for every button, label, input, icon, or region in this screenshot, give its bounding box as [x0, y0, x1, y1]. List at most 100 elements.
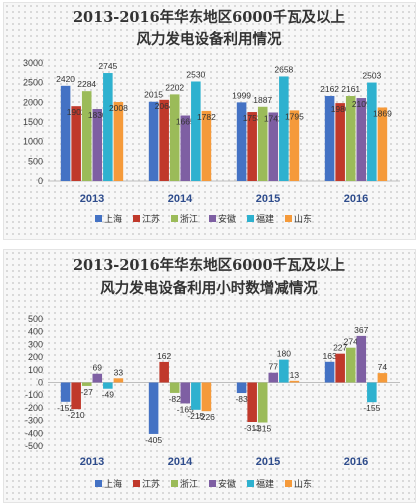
chart-title-line-1: 2013-2016年华东地区6000千瓦及以上 — [73, 256, 346, 274]
bar-安徽-2016 — [356, 335, 367, 383]
data-label: 1999 — [232, 90, 251, 100]
data-label: 2530 — [186, 69, 205, 79]
data-label: 1795 — [285, 111, 304, 121]
legend-swatch — [209, 215, 216, 222]
data-label: -405 — [145, 435, 162, 445]
data-label: 1753 — [243, 113, 262, 123]
data-label: 2162 — [320, 84, 339, 94]
data-label: -311 — [244, 423, 261, 433]
x-category-label: 2014 — [168, 456, 193, 468]
legend-label: 福建 — [256, 478, 274, 489]
y-tick-label: -200 — [25, 403, 43, 413]
legend-swatch — [209, 480, 216, 487]
y-tick-label: 2000 — [23, 97, 43, 107]
bar-福建-2014 — [191, 382, 201, 410]
bar-山东-2016 — [377, 373, 388, 383]
chart-title-line-1: 2013-2016年华东地区6000千瓦及以上 — [73, 8, 346, 26]
bar-福建-2015 — [279, 359, 289, 383]
data-label: -165 — [177, 404, 194, 414]
legend-label: 山东 — [294, 478, 312, 489]
data-label: 2109 — [352, 99, 371, 109]
data-label: 1902 — [67, 107, 86, 117]
data-label: -152 — [57, 403, 74, 413]
data-label: 2202 — [165, 82, 184, 92]
bar-上海-2014 — [148, 101, 159, 181]
y-tick-label: 500 — [28, 314, 43, 324]
data-label: 2420 — [56, 74, 75, 84]
bar-山东-2015 — [289, 380, 300, 383]
bar-福建-2016 — [367, 382, 377, 403]
chart-title-line-2: 风力发电设备利用小时数增减情况 — [100, 279, 318, 297]
data-label: 2008 — [109, 103, 128, 113]
bar-福建-2015 — [279, 76, 289, 181]
data-label: 227 — [333, 343, 347, 353]
change-chart-panel: 2013-2016年华东地区6000千瓦及以上 风力发电设备利用小时数增减情况 50… — [3, 249, 416, 503]
bar-上海-2016 — [324, 95, 335, 181]
data-label: 2161 — [341, 84, 360, 94]
data-label: -82 — [169, 394, 182, 404]
y-tick-label: 0 — [38, 176, 43, 186]
legend-swatch — [95, 215, 102, 222]
legend-swatch — [247, 215, 254, 222]
bar-山东-2013 — [113, 378, 124, 383]
bar-浙江-2016 — [345, 347, 356, 383]
data-label: 162 — [157, 351, 171, 361]
bar-浙江-2013 — [81, 382, 92, 386]
data-label: -49 — [102, 390, 115, 400]
bar-浙江-2013 — [81, 91, 92, 181]
bar-上海-2014 — [148, 382, 159, 434]
data-label: 2064 — [155, 101, 174, 111]
data-label: 1887 — [253, 95, 272, 105]
bar-山东-2014 — [201, 382, 212, 412]
x-category-label: 2016 — [344, 193, 368, 205]
data-label: -215 — [187, 411, 204, 421]
y-tick-label: 400 — [28, 327, 43, 337]
bar-上海-2016 — [324, 361, 335, 383]
legend-swatch — [133, 480, 140, 487]
legend-label: 上海 — [104, 213, 122, 224]
bar-上海-2015 — [236, 102, 247, 181]
bar-安徽-2014 — [180, 382, 191, 404]
y-tick-label: -100 — [25, 390, 43, 400]
y-tick-label: 300 — [28, 339, 43, 349]
x-category-label: 2014 — [168, 193, 193, 205]
data-label: -155 — [363, 403, 380, 413]
data-label: 77 — [269, 362, 279, 372]
bar-江苏-2016 — [335, 103, 345, 181]
legend-label: 江苏 — [142, 213, 160, 224]
data-label: 1830 — [88, 110, 107, 120]
bar-上海-2013 — [60, 382, 71, 402]
bar-浙江-2014 — [169, 382, 180, 393]
legend-label: 安徽 — [218, 213, 236, 224]
data-label: 74 — [378, 362, 388, 372]
data-label: -83 — [235, 394, 248, 404]
bar-江苏-2015 — [247, 382, 257, 422]
y-tick-label: 200 — [28, 352, 43, 362]
data-label: 367 — [354, 325, 368, 335]
bar-福建-2013 — [103, 73, 113, 181]
data-label: 2284 — [77, 79, 96, 89]
data-label: 1742 — [264, 113, 283, 123]
bar-福建-2013 — [103, 382, 113, 389]
y-tick-label: -400 — [25, 428, 43, 438]
bar-江苏-2013 — [71, 382, 81, 410]
bar-浙江-2015 — [257, 382, 268, 423]
bar-江苏-2013 — [71, 106, 81, 181]
chart-title-line-2: 风力发电设备利用情况 — [137, 30, 282, 48]
legend-label: 江苏 — [142, 478, 160, 489]
bar-江苏-2015 — [247, 112, 257, 181]
data-label: 13 — [290, 370, 300, 380]
data-label: -315 — [254, 424, 271, 434]
y-tick-label: 100 — [28, 365, 43, 375]
legend-label: 上海 — [104, 478, 122, 489]
data-label: 33 — [114, 367, 124, 377]
legend-swatch — [171, 215, 178, 222]
legend-label: 山东 — [294, 213, 312, 224]
bar-江苏-2014 — [159, 99, 169, 181]
data-label: -27 — [81, 387, 94, 397]
bar-上海-2013 — [60, 85, 71, 181]
legend-swatch — [247, 480, 254, 487]
data-label: 2015 — [144, 90, 163, 100]
